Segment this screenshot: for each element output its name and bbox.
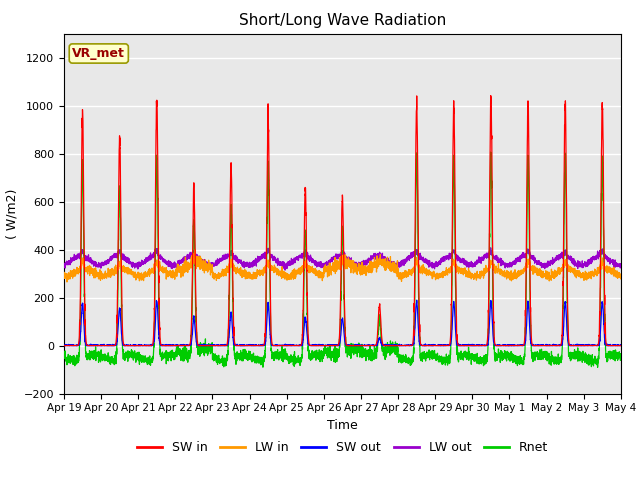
X-axis label: Time: Time [327,419,358,432]
Legend: SW in, LW in, SW out, LW out, Rnet: SW in, LW in, SW out, LW out, Rnet [132,436,553,459]
Y-axis label: ( W/m2): ( W/m2) [5,189,18,239]
Title: Short/Long Wave Radiation: Short/Long Wave Radiation [239,13,446,28]
Text: VR_met: VR_met [72,47,125,60]
